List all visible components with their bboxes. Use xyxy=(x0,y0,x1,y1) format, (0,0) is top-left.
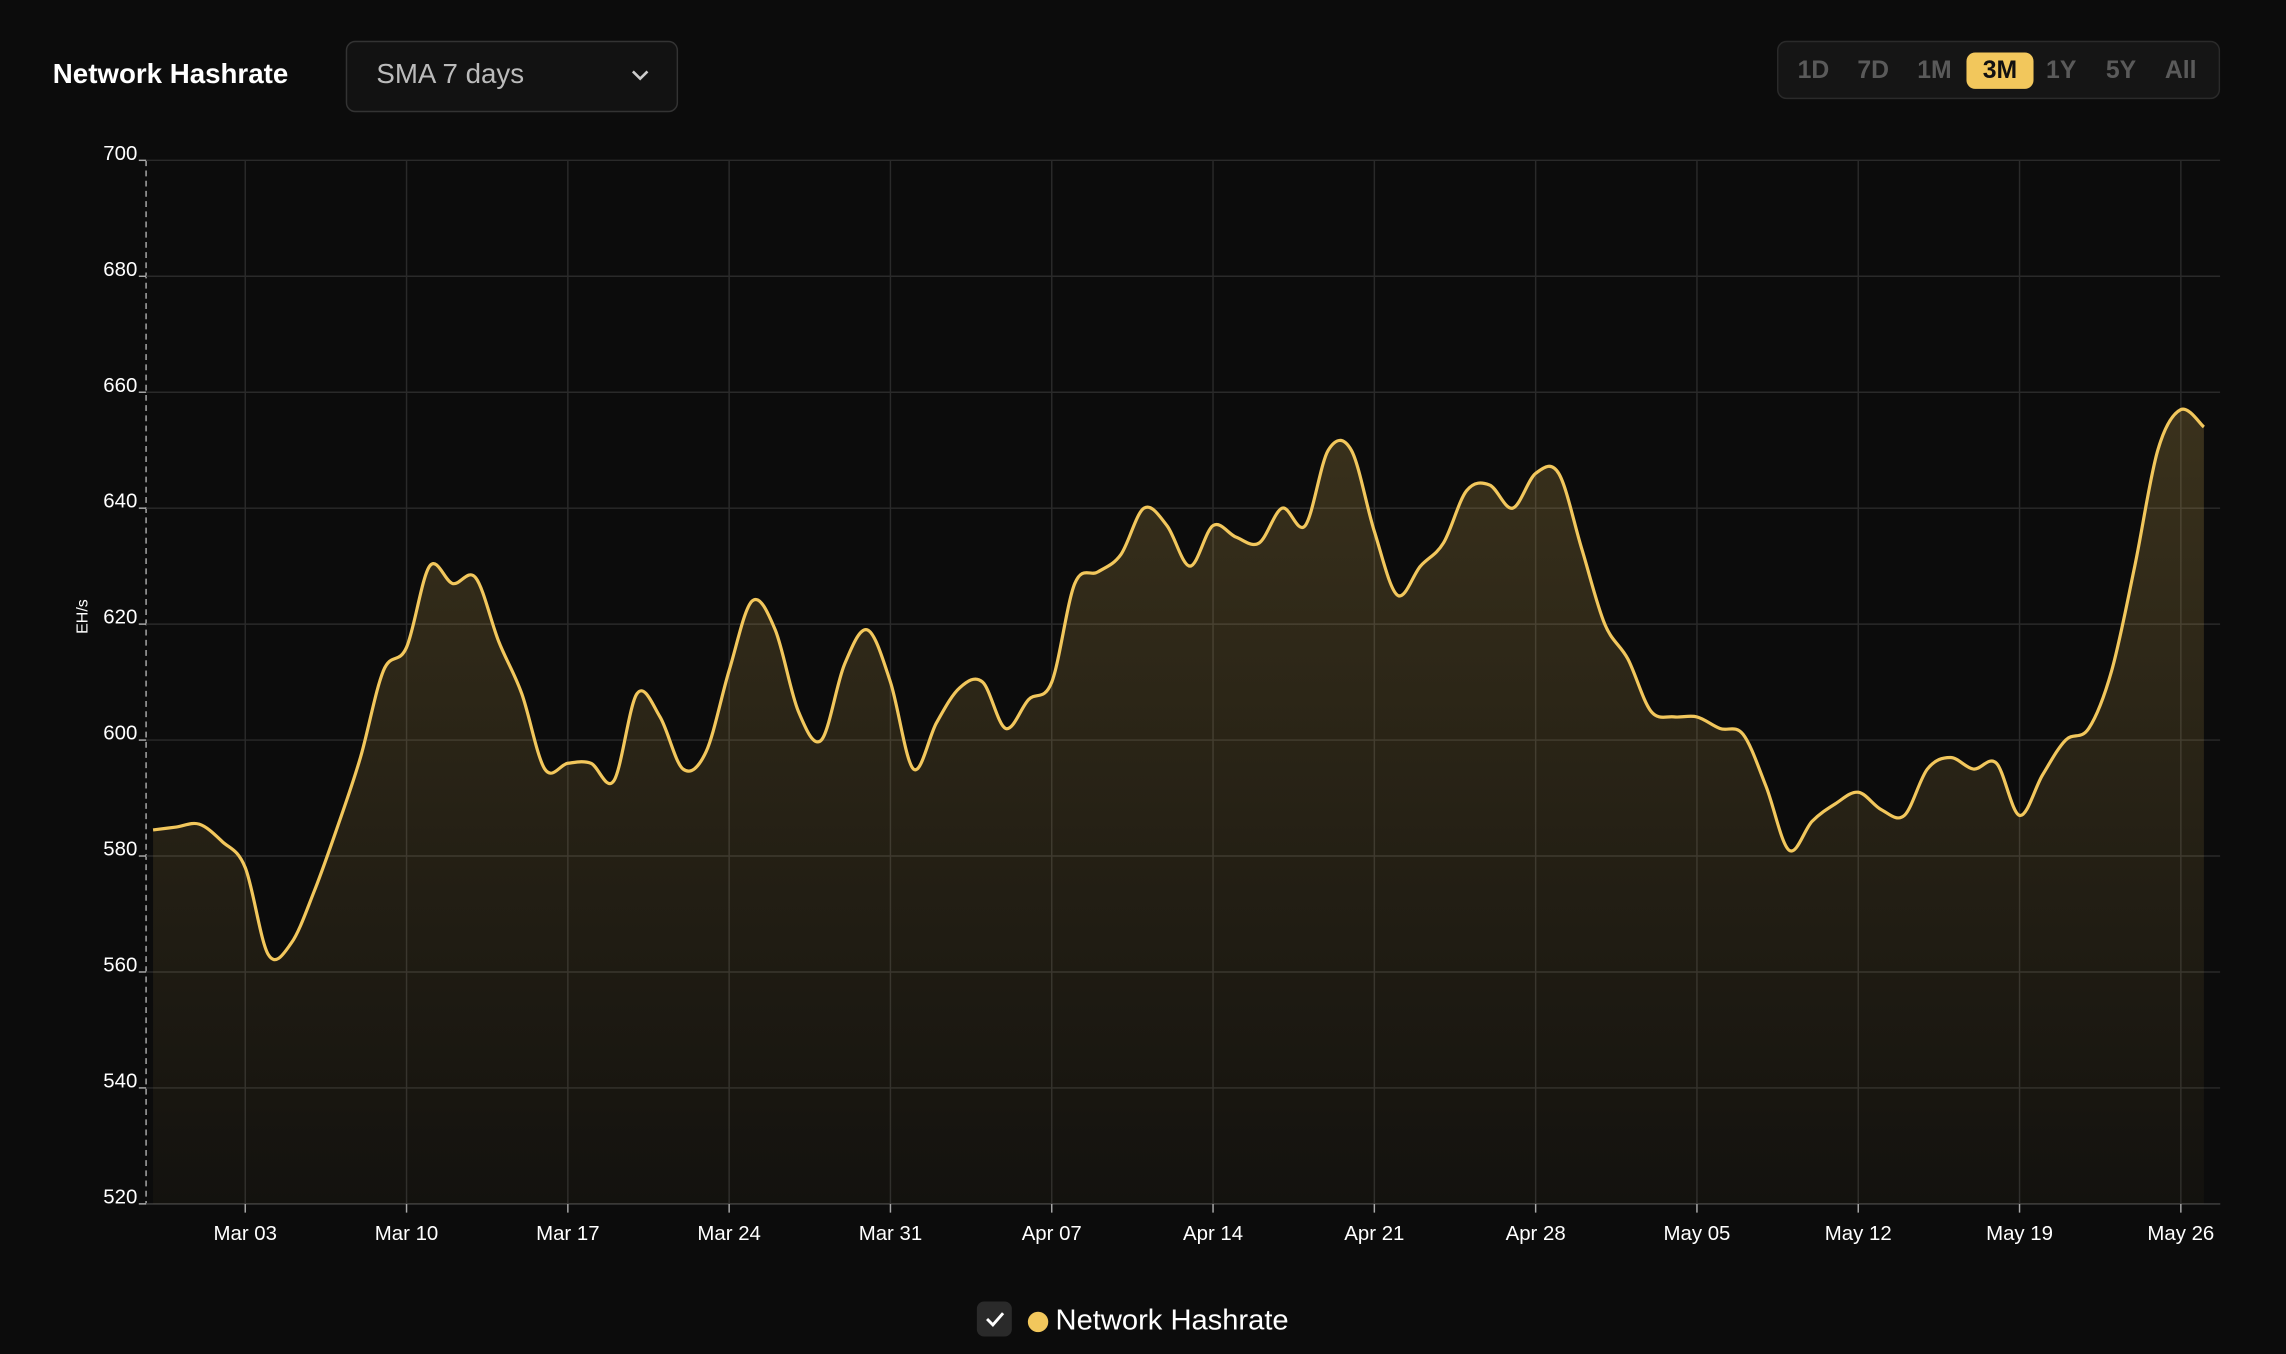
range-button[interactable]: 3M xyxy=(1983,57,2017,84)
y-tick-label: 520 xyxy=(103,1186,137,1208)
sma-dropdown[interactable] xyxy=(345,40,679,113)
x-tick-label: Apr 14 xyxy=(1183,1223,1243,1245)
x-tick-label: Mar 03 xyxy=(214,1223,277,1245)
range-button[interactable]: 1Y xyxy=(2046,57,2077,84)
x-tick-label: Apr 07 xyxy=(1022,1223,1082,1245)
sma-dropdown-label: SMA 7 days xyxy=(376,58,524,89)
legend-label: Network Hashrate xyxy=(1056,1305,1289,1337)
y-axis-title: EH/s xyxy=(74,599,92,634)
y-tick-label: 700 xyxy=(103,143,137,165)
x-tick-label: Apr 21 xyxy=(1344,1223,1404,1245)
dropdown-chevron xyxy=(631,70,649,81)
y-tick-label: 640 xyxy=(103,491,137,513)
line xyxy=(152,407,2205,962)
range-button[interactable]: 1D xyxy=(1798,57,1830,84)
x-tick-label: May 19 xyxy=(1986,1223,2053,1245)
checkmark xyxy=(986,1312,1005,1327)
y-tick-label: 580 xyxy=(103,839,137,861)
x-tick-label: Mar 24 xyxy=(697,1223,760,1245)
x-tick-label: Mar 17 xyxy=(536,1223,599,1245)
x-tick-label: Apr 28 xyxy=(1506,1223,1566,1245)
range-button[interactable]: 1M xyxy=(1917,57,1951,84)
y-tick-label: 620 xyxy=(103,607,137,629)
x-tick-label: Mar 31 xyxy=(859,1223,922,1245)
x-tick-label: May 26 xyxy=(2147,1223,2214,1245)
y-tick-label: 600 xyxy=(103,723,137,745)
range-button[interactable]: 7D xyxy=(1857,57,1889,84)
x-tick-label: May 05 xyxy=(1664,1223,1731,1245)
area-fill xyxy=(153,409,2204,1204)
y-tick-label: 680 xyxy=(103,259,137,281)
y-tick-label: 660 xyxy=(103,375,137,397)
range-button[interactable]: All xyxy=(2165,57,2197,84)
x-tick-label: May 12 xyxy=(1825,1223,1892,1245)
page-title: Network Hashrate xyxy=(53,58,288,89)
y-tick-label: 560 xyxy=(103,955,137,977)
y-tick-label: 540 xyxy=(103,1070,137,1092)
legend-checkbox[interactable] xyxy=(976,1301,1012,1337)
legend-swatch xyxy=(1027,1311,1049,1333)
x-tick-label: Mar 10 xyxy=(375,1223,438,1245)
range-button[interactable]: 5Y xyxy=(2106,57,2137,84)
range-button-active[interactable] xyxy=(1966,52,2034,89)
